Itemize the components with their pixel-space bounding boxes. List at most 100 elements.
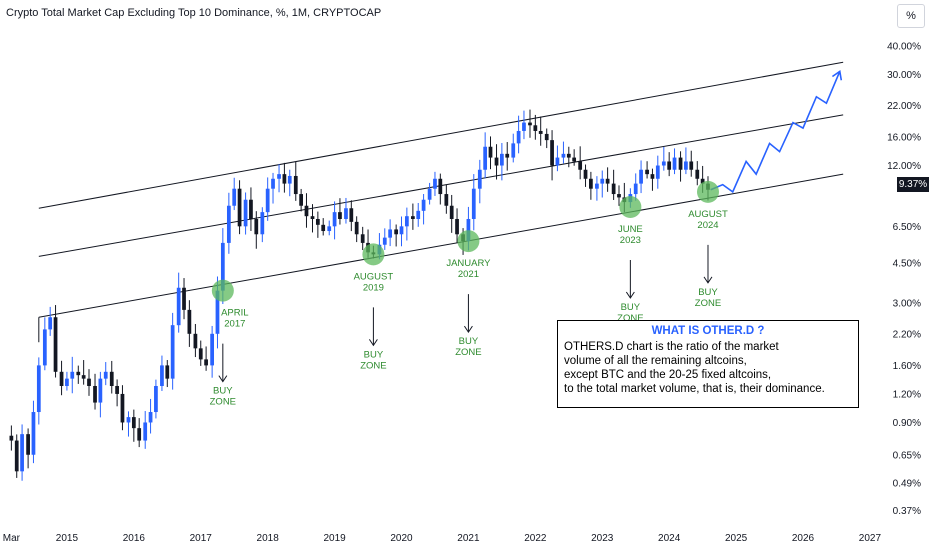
projection-arrowhead	[831, 69, 843, 81]
candle	[566, 146, 571, 168]
candle	[684, 147, 688, 175]
candle	[76, 365, 81, 384]
candle	[528, 109, 532, 138]
x-tick-label: 2026	[792, 533, 815, 544]
candle-body	[600, 178, 605, 184]
candle	[143, 411, 148, 449]
buy-zone-circle	[619, 195, 642, 218]
buy-zone-circle	[362, 243, 385, 266]
candle-body	[538, 130, 543, 134]
candle	[243, 192, 248, 235]
candle-body	[505, 153, 510, 158]
buy-zone-label: BUY	[698, 287, 718, 298]
candle	[399, 216, 404, 247]
down-arrow-head	[703, 276, 713, 284]
y-tick-label: 16.00%	[887, 132, 921, 143]
candle-body	[605, 178, 610, 184]
candle-body	[667, 161, 672, 170]
candle-body	[382, 237, 387, 245]
candle-body	[36, 365, 41, 413]
down-arrow-head	[464, 325, 473, 334]
candle	[160, 355, 164, 391]
candle	[572, 149, 577, 166]
candle-body	[59, 371, 64, 386]
candle	[198, 340, 203, 366]
candle	[187, 300, 192, 347]
y-tick-label: 4.50%	[893, 258, 921, 269]
candle	[550, 130, 554, 181]
candle-body	[360, 234, 365, 243]
candle	[59, 360, 64, 396]
x-tick-label: 2024	[658, 533, 681, 544]
x-tick-label: 2015	[56, 533, 79, 544]
candle	[109, 360, 114, 394]
candle-body	[87, 378, 91, 386]
candle-body	[433, 178, 437, 189]
candle	[533, 114, 538, 140]
candle-body	[332, 212, 337, 227]
candle	[388, 219, 393, 247]
candle-body	[528, 122, 532, 126]
candle	[661, 146, 666, 171]
y-tick-label: 0.65%	[893, 450, 921, 461]
candle	[505, 142, 510, 171]
y-tick-label: 40.00%	[887, 42, 921, 53]
candle-body	[93, 385, 97, 403]
candle-body	[31, 412, 36, 455]
candle-body	[170, 325, 175, 379]
buy-zone-label: ZONE	[360, 360, 386, 371]
candle	[667, 152, 672, 177]
candle-body	[137, 428, 142, 441]
candle-body	[120, 393, 125, 423]
candle	[299, 188, 304, 212]
candle-body	[126, 417, 131, 423]
candle-body	[226, 205, 231, 243]
x-tick-label: 2016	[123, 533, 146, 544]
buy-zone-label: ZONE	[455, 347, 481, 358]
candle	[9, 425, 14, 451]
annotation-date-label: 2019	[363, 282, 384, 293]
buy-zone-label: BUY	[213, 386, 233, 397]
candle	[271, 172, 275, 204]
candle-body	[154, 385, 158, 413]
candle	[327, 220, 332, 236]
candle-body	[444, 194, 449, 206]
candle-body	[260, 212, 265, 235]
info-box-line: to the total market volume, that is, the…	[564, 383, 825, 395]
candle-body	[661, 161, 666, 166]
candle	[600, 170, 605, 198]
candle-body	[277, 174, 281, 179]
candle	[287, 169, 292, 197]
candle-body	[483, 146, 488, 170]
y-axis: 40.00% 30.00% 22.00% 16.00% 12.00% 6.50% 4.50%…	[887, 42, 921, 518]
candle	[650, 168, 655, 191]
candle	[131, 409, 136, 442]
buy-zone-label: BUY	[364, 349, 384, 360]
candle-body	[500, 153, 504, 166]
candle	[31, 400, 36, 464]
candle-body	[293, 175, 298, 195]
candle-body	[639, 169, 643, 184]
candle-body	[98, 378, 103, 403]
percent-scale-button[interactable]: %	[897, 4, 925, 28]
candle	[65, 371, 69, 391]
candle-body	[131, 417, 136, 429]
buy-zone-label: ZONE	[695, 298, 721, 309]
candle-body	[494, 157, 499, 166]
candle-body	[193, 333, 198, 349]
x-tick-label: Mar	[3, 533, 21, 544]
candle	[237, 180, 242, 235]
candle-body	[282, 174, 287, 184]
candle-body	[617, 194, 621, 198]
candle	[555, 145, 560, 172]
candle-body	[344, 208, 348, 219]
candle-body	[522, 122, 526, 131]
candle	[471, 174, 476, 231]
candle	[103, 362, 108, 386]
projection-line	[710, 71, 841, 194]
candle-body	[695, 169, 700, 179]
buy-zone-circle	[211, 279, 234, 302]
candle	[265, 177, 270, 221]
